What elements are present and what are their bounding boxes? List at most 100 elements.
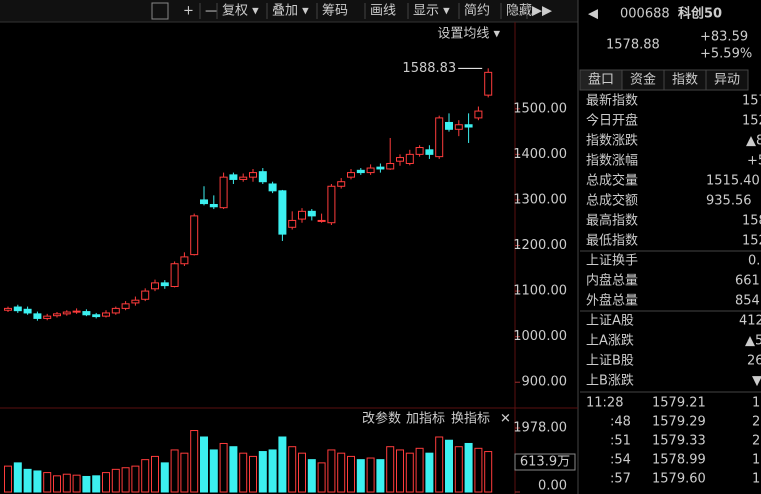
candle-body <box>43 315 52 319</box>
candle-body <box>23 308 32 314</box>
candle-body <box>317 219 326 222</box>
panel-button[interactable]: 换指标 <box>451 412 490 427</box>
volume-bar <box>415 447 424 493</box>
panel-button[interactable]: 改参数 <box>362 411 401 427</box>
volume-bar <box>92 475 101 493</box>
volume-bar <box>160 462 169 493</box>
toolbar-button[interactable]: 隐藏 <box>506 4 532 19</box>
row-value: 935.56 <box>706 194 752 209</box>
toolbar-button[interactable]: — <box>205 4 218 19</box>
y-tick-label: 1400.00 <box>513 147 567 162</box>
volume-bar <box>53 475 61 493</box>
candle-body <box>33 313 42 319</box>
candle-body <box>4 307 12 311</box>
volume-bar <box>239 452 248 493</box>
panel-button[interactable]: ✕ <box>500 412 511 427</box>
toolbar-button[interactable]: 复权 ▾ <box>222 3 259 19</box>
settings-label[interactable]: 设置均线 ▾ <box>437 27 500 42</box>
volume-bar <box>200 436 208 493</box>
y-tick-label: 1100.00 <box>513 284 567 299</box>
candle-body <box>386 162 395 170</box>
volume-bar <box>356 459 365 493</box>
candle-body <box>111 307 120 314</box>
tick-price: 1579.33 <box>652 434 706 449</box>
volume-bar <box>121 467 130 493</box>
row-value: 854 <box>735 294 760 309</box>
toolbar-button[interactable]: 显示 ▾ <box>413 4 450 19</box>
tab-label[interactable]: 资金 <box>630 72 656 88</box>
row-label: 上证换手 <box>586 254 638 269</box>
row-label: 上证B股 <box>586 354 634 369</box>
toolbar-button[interactable]: + <box>183 4 194 19</box>
volume-bar <box>435 436 444 493</box>
tick-time: :57 <box>610 472 631 487</box>
candle-body <box>180 256 189 265</box>
volume-bar <box>347 455 355 493</box>
row-label: 总成交额 <box>586 193 638 209</box>
volume-bar <box>278 436 287 493</box>
tab-label[interactable]: 指数 <box>672 73 698 88</box>
row-label: 最新指数 <box>586 93 638 109</box>
tick-time: 11:28 <box>586 396 623 411</box>
candle-body <box>170 263 179 288</box>
volume-bar <box>82 475 91 493</box>
y-tick-label: 900.00 <box>522 375 568 390</box>
candle-body <box>484 71 493 96</box>
volume-bar <box>454 446 463 493</box>
peak-label: 1588.83 <box>402 61 456 76</box>
nav-arrow[interactable]: ◀ <box>588 7 598 22</box>
volume-bar <box>23 468 32 493</box>
toolbar-button[interactable]: 画线 <box>370 4 396 19</box>
row-label: 总成交量 <box>586 173 638 189</box>
volume-bar <box>317 462 326 493</box>
tab-label[interactable]: 盘口 <box>588 72 614 88</box>
volume-bar <box>249 455 257 493</box>
volume-bar <box>366 457 375 493</box>
volume-bar <box>229 446 238 493</box>
volume-bar <box>190 430 199 493</box>
y-tick-label: 1300.00 <box>513 192 567 207</box>
y-tick-label: 1500.00 <box>513 101 567 116</box>
toolbar-button[interactable]: 筹码 <box>322 3 348 19</box>
row-value: +5. <box>747 154 761 169</box>
volume-bar <box>376 459 385 493</box>
volume-bar <box>298 452 306 493</box>
volume-bar <box>405 452 414 493</box>
row-value: 152 <box>742 234 761 249</box>
row-value: ▲5 <box>745 334 761 349</box>
volume-bar <box>268 449 277 493</box>
row-value: ▼ <box>752 374 761 389</box>
volume-bar <box>141 459 150 493</box>
candle-body <box>72 310 81 313</box>
toolbar-button[interactable]: ▶▶ <box>532 4 552 19</box>
candle-body <box>474 110 483 119</box>
candle-body <box>366 167 375 174</box>
tab[interactable] <box>705 69 749 91</box>
tick-time: :51 <box>610 434 631 449</box>
candle-body <box>82 311 91 316</box>
tab-label[interactable]: 异动 <box>714 73 740 88</box>
candle-body <box>258 171 267 183</box>
lock-button[interactable] <box>151 2 169 20</box>
candle-body <box>190 215 199 256</box>
candle-body <box>13 306 22 312</box>
toolbar-button[interactable]: 简约 <box>464 3 490 19</box>
candle-body <box>229 174 238 180</box>
volume-bar <box>102 472 110 493</box>
toolbar-button[interactable]: 叠加 ▾ <box>272 4 309 19</box>
candle-body <box>268 183 277 192</box>
row-label: 上B涨跌 <box>586 373 634 389</box>
candle-body <box>121 303 130 309</box>
volume-bar <box>396 449 404 493</box>
panel-button[interactable]: 加指标 <box>406 412 445 427</box>
candle-body <box>396 157 404 162</box>
row-label: 最高指数 <box>586 213 638 229</box>
vol-tick-label: 0.00 <box>538 479 567 494</box>
volume-bar <box>33 470 42 493</box>
row-label: 指数涨跌 <box>586 133 638 149</box>
row-value: 661 <box>735 274 760 289</box>
candle-body <box>219 176 228 209</box>
volume-bar <box>445 439 453 493</box>
y-tick-label: 1000.00 <box>513 329 567 344</box>
vol-tick-label: 1978.00 <box>513 421 567 436</box>
